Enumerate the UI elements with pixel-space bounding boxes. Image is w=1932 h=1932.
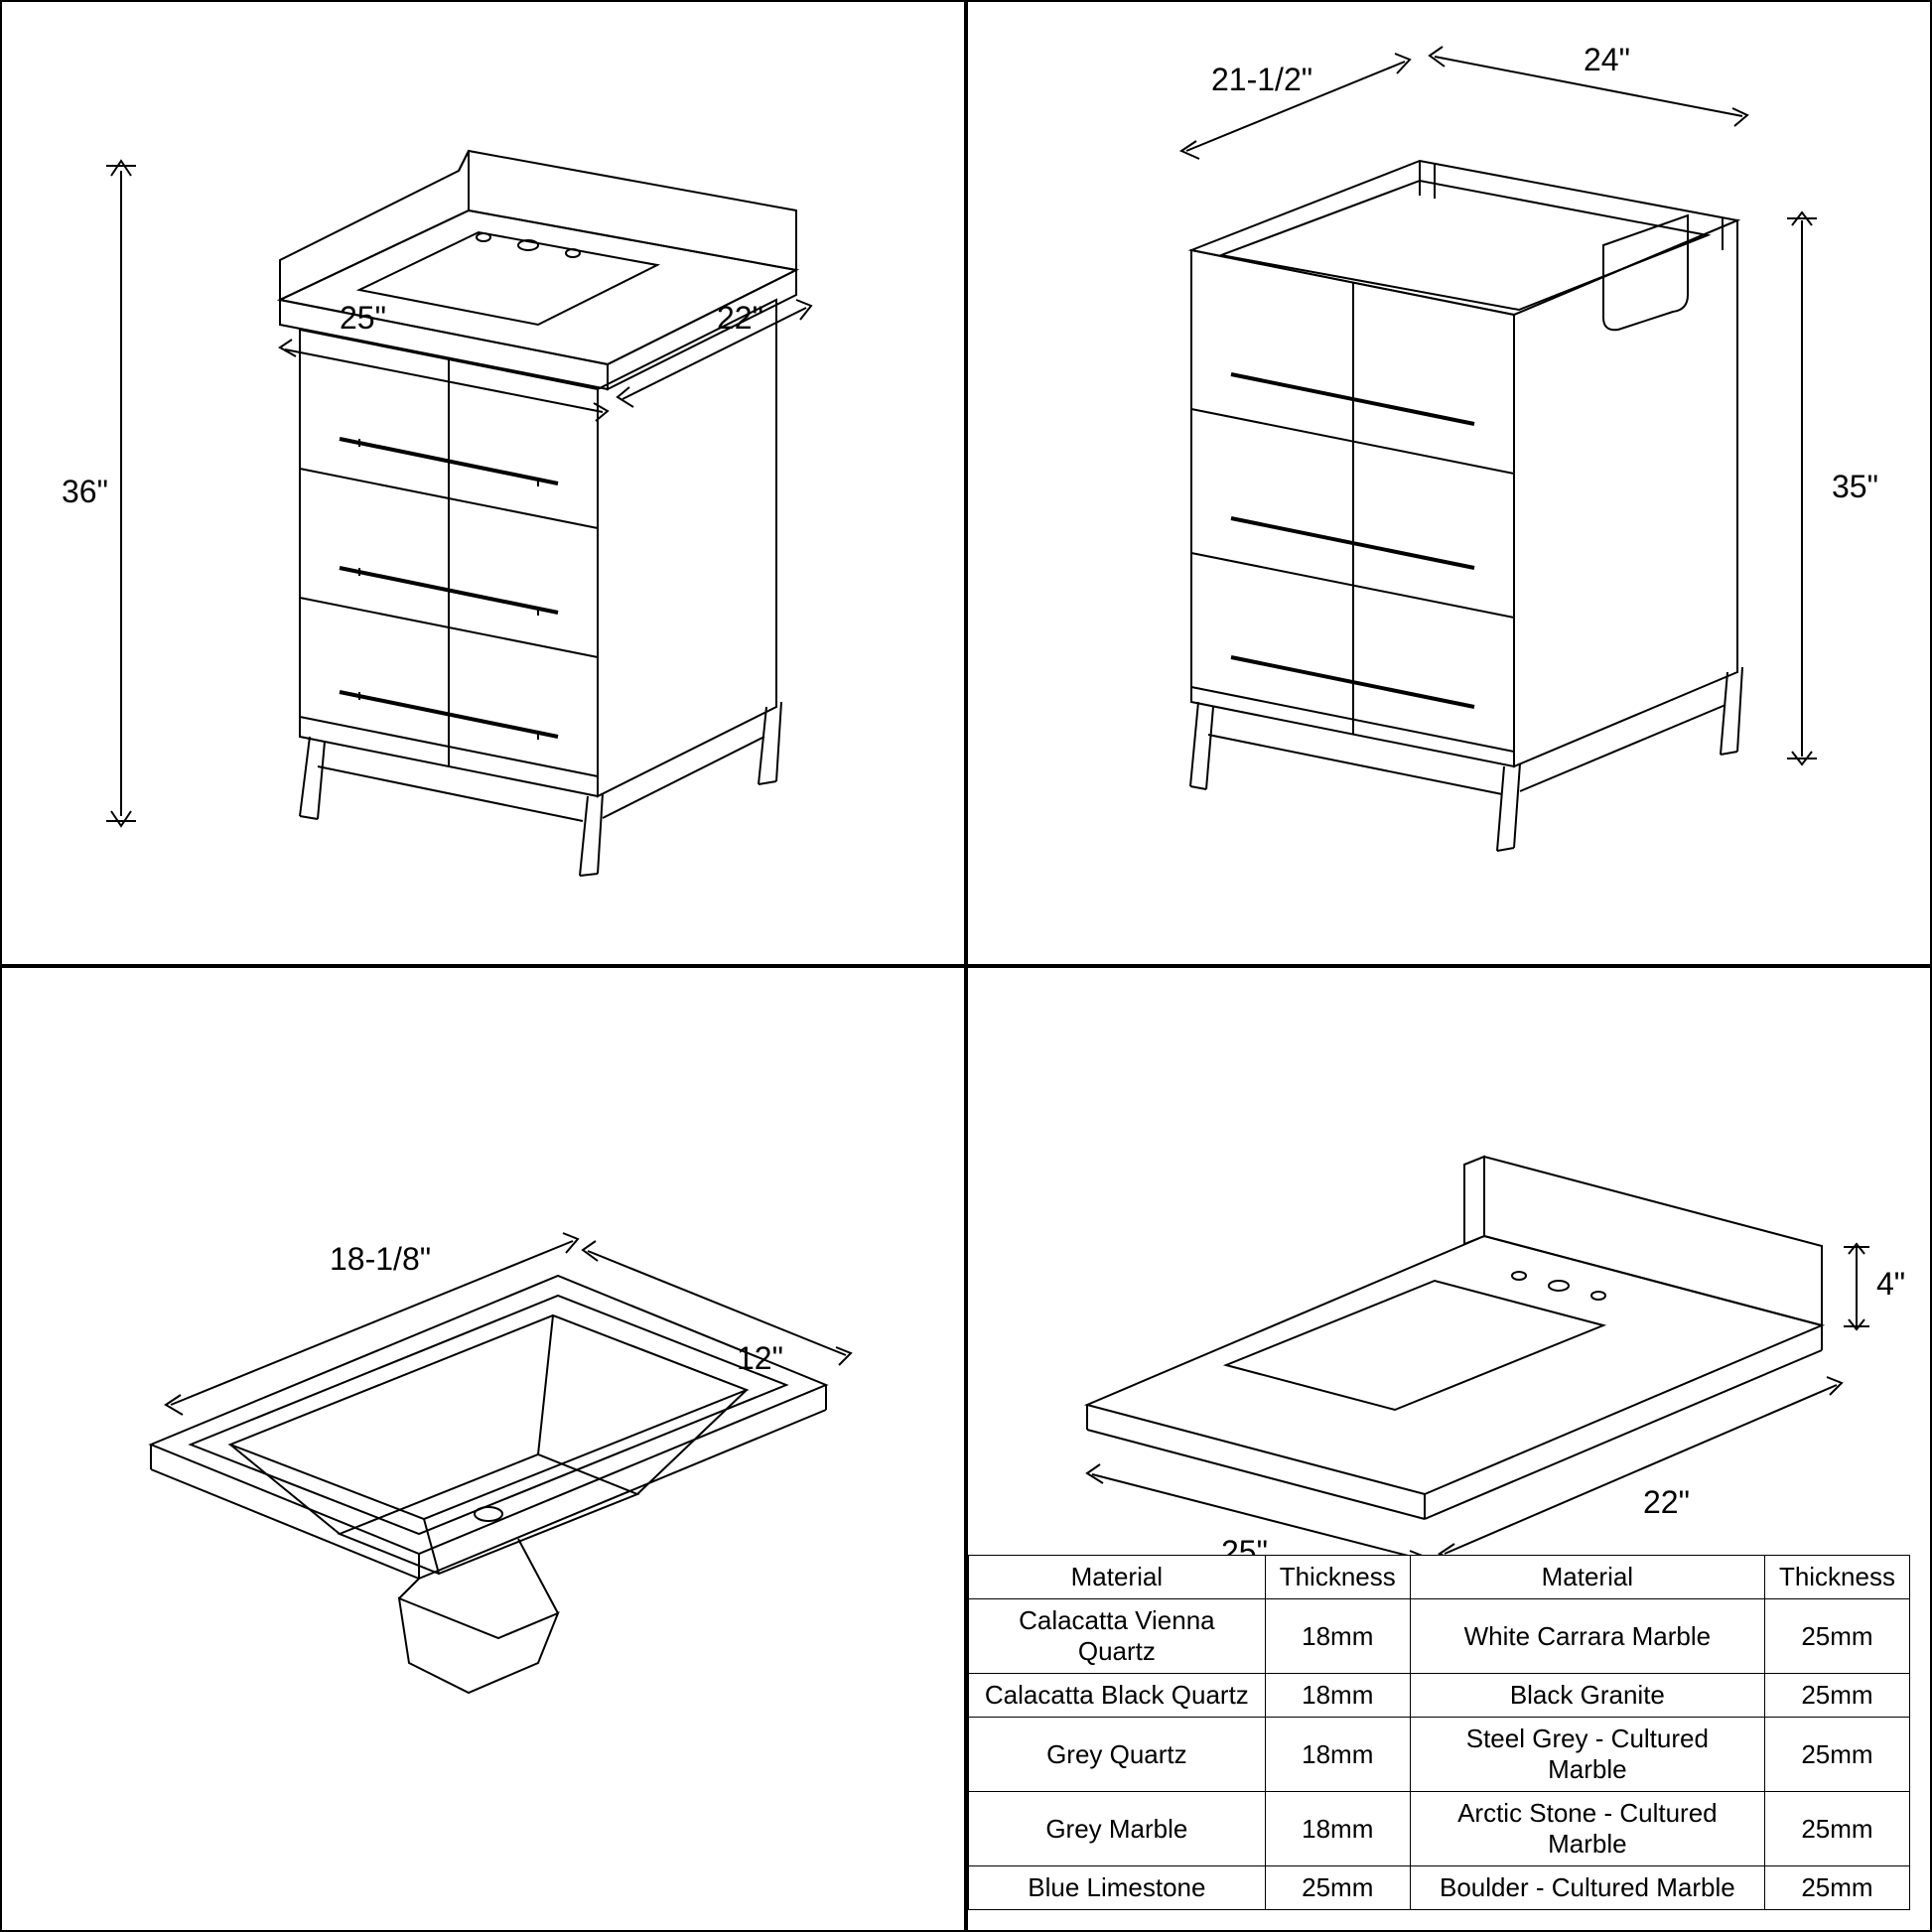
- dim-backsplash-4: 4": [1876, 1266, 1905, 1303]
- table-cell: 25mm: [1265, 1866, 1410, 1910]
- panel-top-left: 36" 25" 22": [0, 0, 966, 966]
- dim-width-25: 25": [340, 300, 386, 337]
- table-row: Calacatta Vienna Quartz18mmWhite Carrara…: [969, 1599, 1910, 1674]
- table-cell: Calacatta Vienna Quartz: [969, 1599, 1266, 1674]
- table-cell: Arctic Stone - Cultured Marble: [1410, 1792, 1764, 1866]
- dim-depth-21-5: 21-1/2": [1211, 62, 1312, 98]
- dim-width-24: 24": [1584, 42, 1630, 78]
- table-cell: 25mm: [1764, 1718, 1909, 1792]
- table-row: Blue Limestone25mmBoulder - Cultured Mar…: [969, 1866, 1910, 1910]
- table-row: Grey Quartz18mmSteel Grey - Cultured Mar…: [969, 1718, 1910, 1792]
- panel-bottom-left: 18-1/8" 12": [0, 966, 966, 1932]
- table-cell: 18mm: [1265, 1599, 1410, 1674]
- table-cell: Grey Marble: [969, 1792, 1266, 1866]
- table-cell: Black Granite: [1410, 1674, 1764, 1718]
- panel-top-right: 21-1/2" 24" 35": [966, 0, 1932, 966]
- table-cell: Grey Quartz: [969, 1718, 1266, 1792]
- table-cell: 25mm: [1764, 1674, 1909, 1718]
- table-cell: Blue Limestone: [969, 1866, 1266, 1910]
- table-cell: 18mm: [1265, 1674, 1410, 1718]
- table-cell: 18mm: [1265, 1792, 1410, 1866]
- dim-top-depth-22: 22": [1643, 1484, 1690, 1521]
- table-row: Calacatta Black Quartz18mmBlack Granite2…: [969, 1674, 1910, 1718]
- panel-bottom-right: 25" 22" 4" Material Thickness Material T…: [966, 966, 1932, 1932]
- table-header-row: Material Thickness Material Thickness: [969, 1556, 1910, 1599]
- table-cell: Boulder - Cultured Marble: [1410, 1866, 1764, 1910]
- table-cell: 25mm: [1764, 1792, 1909, 1866]
- materials-table: Material Thickness Material Thickness Ca…: [968, 1555, 1910, 1910]
- table-cell: Calacatta Black Quartz: [969, 1674, 1266, 1718]
- dim-depth-22: 22": [717, 300, 763, 337]
- table-cell: 25mm: [1764, 1866, 1909, 1910]
- dim-sink-length: 18-1/8": [330, 1241, 431, 1278]
- vanity-assembled-drawing: [2, 2, 966, 966]
- table-cell: Steel Grey - Cultured Marble: [1410, 1718, 1764, 1792]
- col-thickness-1: Thickness: [1265, 1556, 1410, 1599]
- table-cell: White Carrara Marble: [1410, 1599, 1764, 1674]
- dim-height-36: 36": [62, 474, 108, 510]
- col-thickness-2: Thickness: [1764, 1556, 1909, 1599]
- table-row: Grey Marble18mmArctic Stone - Cultured M…: [969, 1792, 1910, 1866]
- table-cell: 18mm: [1265, 1718, 1410, 1792]
- sink-basin-drawing: [2, 968, 966, 1932]
- col-material-1: Material: [969, 1556, 1266, 1599]
- col-material-2: Material: [1410, 1556, 1764, 1599]
- dim-sink-width: 12": [737, 1340, 783, 1377]
- table-cell: 25mm: [1764, 1599, 1909, 1674]
- panel-grid: 36" 25" 22": [0, 0, 1932, 1932]
- dim-height-35: 35": [1832, 469, 1878, 505]
- vanity-frame-drawing: [968, 2, 1932, 966]
- drawing-sheet: 36" 25" 22": [0, 0, 1932, 1932]
